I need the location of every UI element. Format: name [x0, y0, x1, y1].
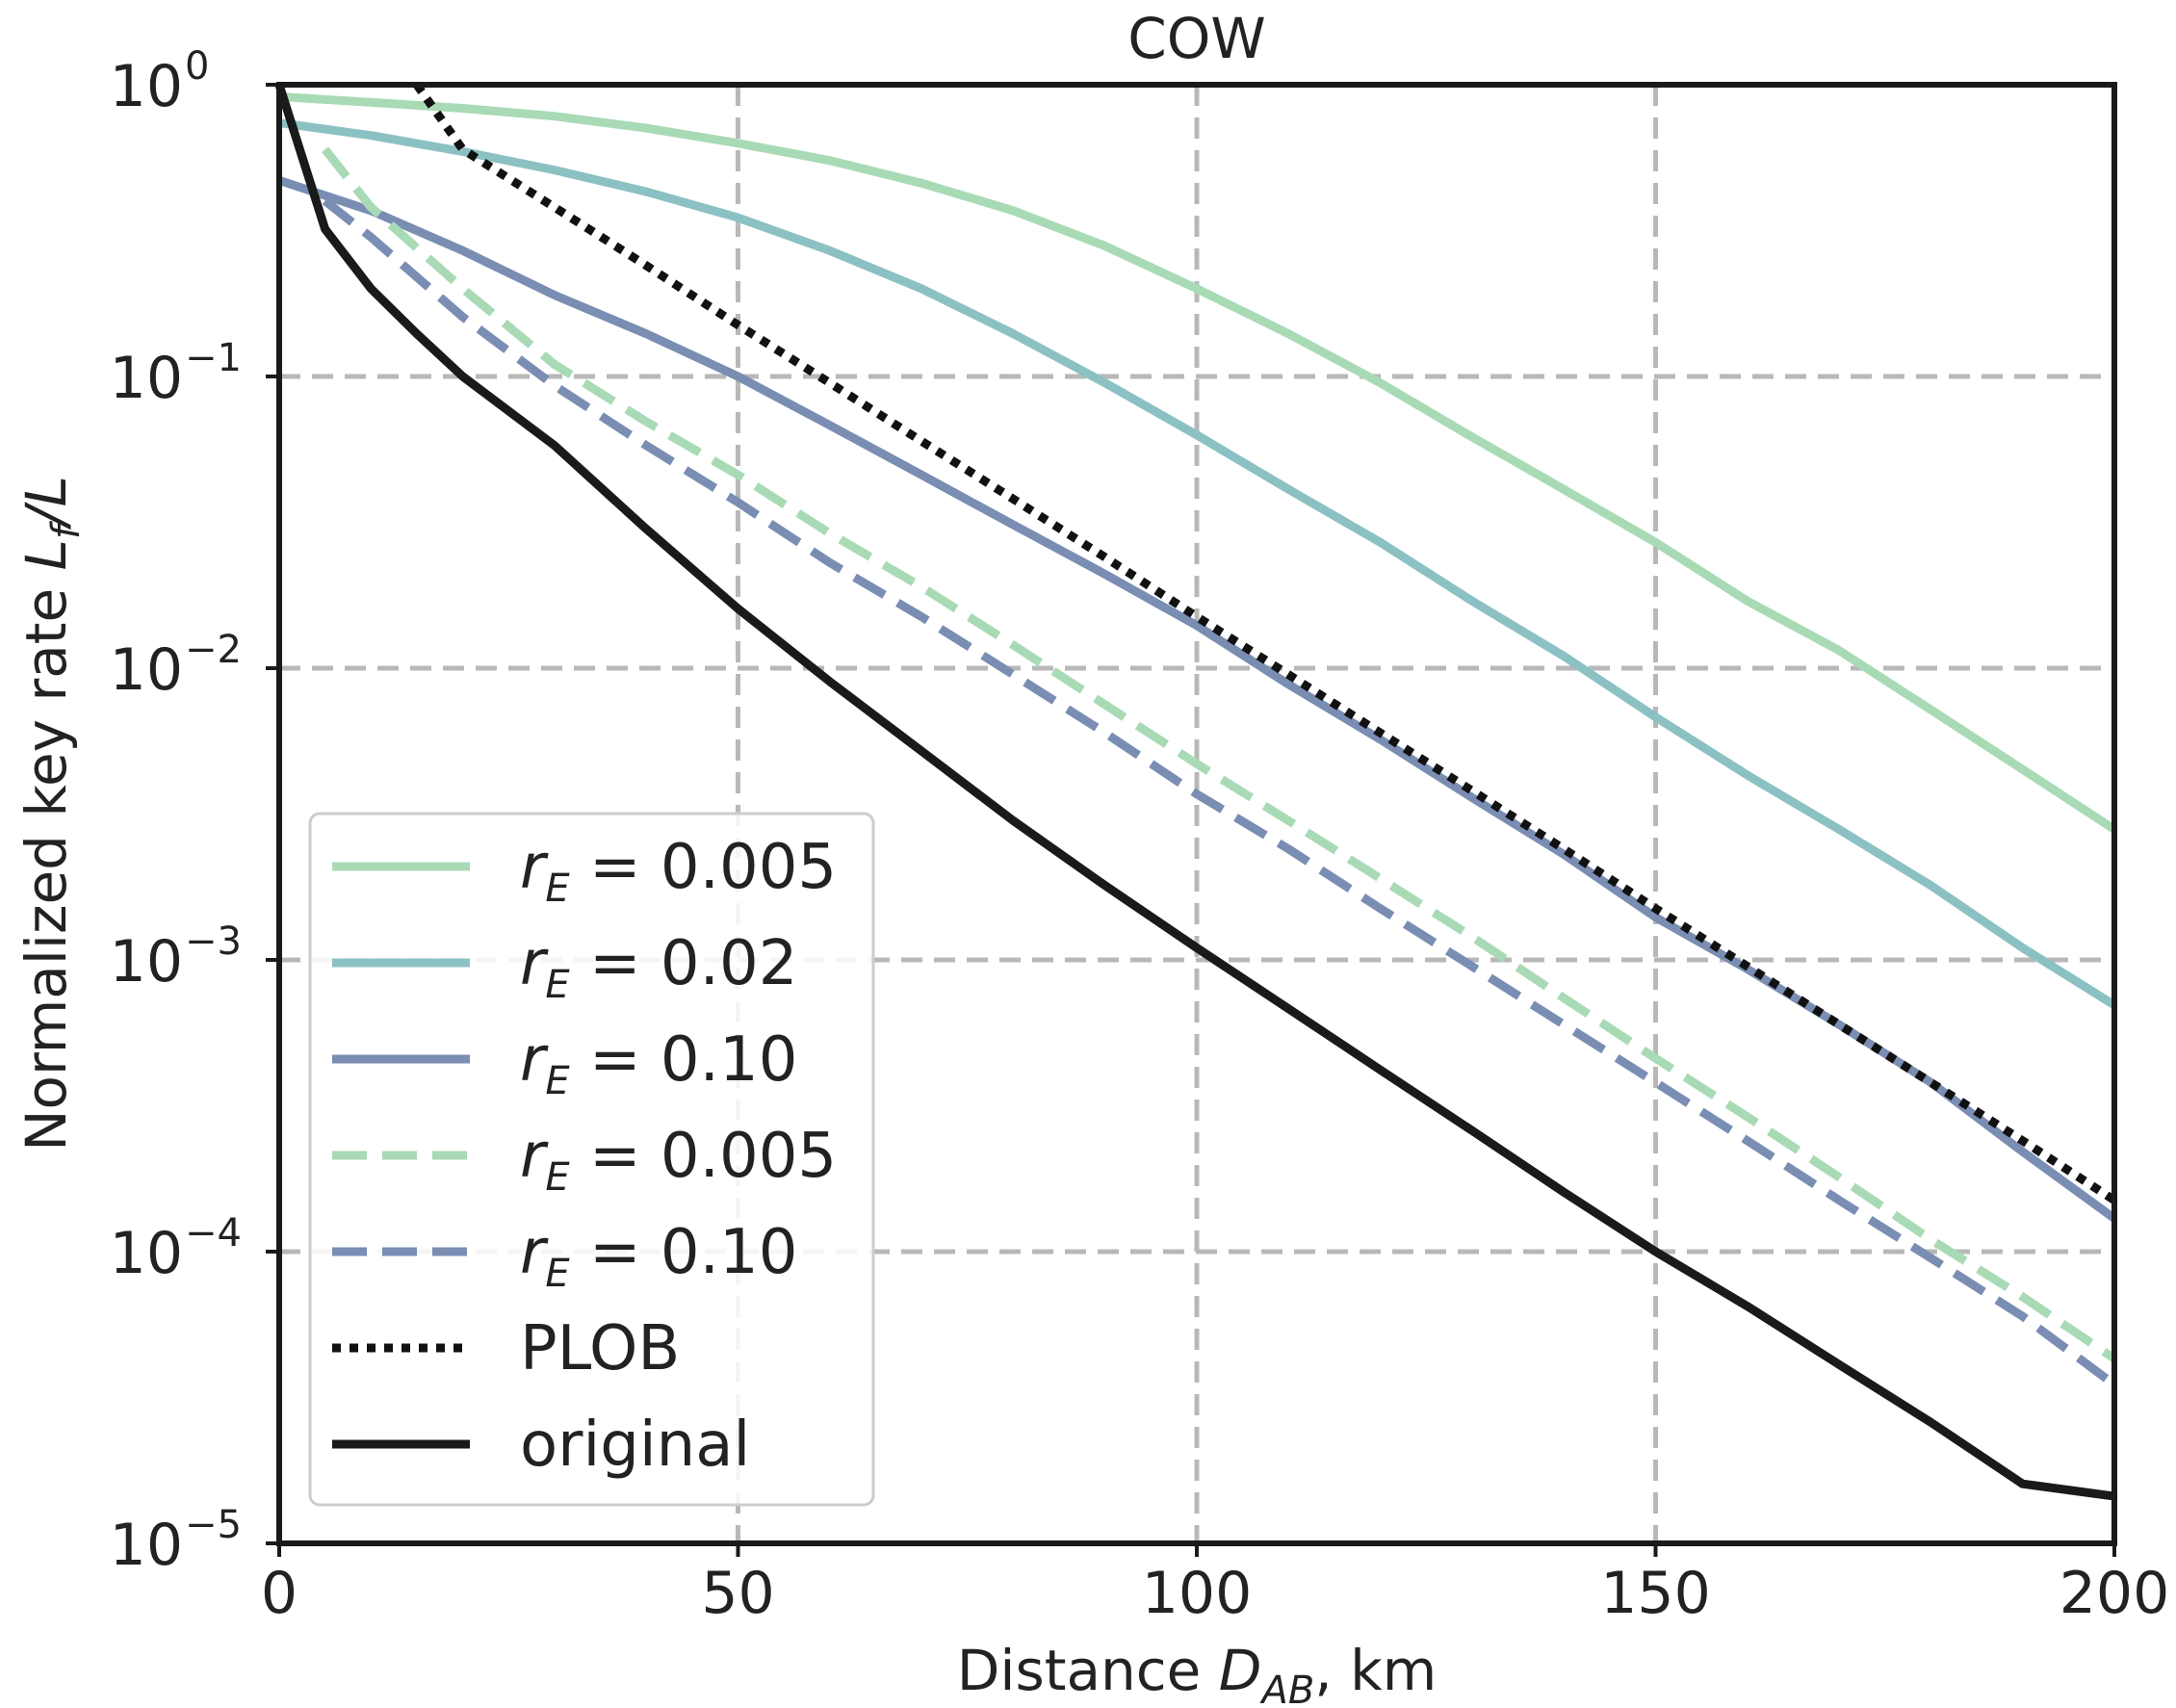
- y-tick-exponent: −3: [185, 919, 242, 964]
- y-tick-exponent: −1: [185, 336, 242, 380]
- y-tick-label: 10: [110, 928, 183, 996]
- legend-label-1: rE = 0.02: [520, 928, 797, 1007]
- x-tick-label: 0: [261, 1560, 298, 1627]
- series-line-5: [413, 82, 2117, 1204]
- x-tick-label: 100: [1142, 1560, 1253, 1627]
- y-axis-label-symbol: L: [13, 539, 79, 570]
- legend-box: [308, 812, 875, 1507]
- x-tick-label: 200: [2059, 1560, 2170, 1627]
- series-line-1: [278, 118, 2117, 1009]
- series-line-6: [274, 83, 2115, 1501]
- y-tick-label: 10: [110, 1512, 183, 1579]
- y-tick-label: 10: [110, 345, 183, 412]
- x-tick-label: 50: [701, 1560, 774, 1627]
- x-axis-label-suffix: , km: [1314, 1638, 1437, 1703]
- y-tick-exponent: −2: [185, 628, 242, 672]
- legend-label-0: rE = 0.005: [520, 832, 837, 911]
- x-axis-ticks: 0 50 100 150 200: [261, 1543, 2169, 1627]
- y-tick-label: 10: [110, 53, 183, 120]
- legend-label-2: rE = 0.10: [520, 1024, 797, 1103]
- y-tick-exponent: −5: [185, 1503, 242, 1547]
- x-axis-label-subscript: AB: [1258, 1669, 1314, 1708]
- series-line-0: [278, 91, 2117, 834]
- legend-label-3: rE = 0.005: [520, 1121, 837, 1200]
- x-axis-label: Distance DAB, km: [957, 1638, 1438, 1708]
- y-axis-label-suffix: /L: [13, 476, 79, 531]
- legend-label-4: rE = 0.10: [520, 1217, 797, 1296]
- y-tick-exponent: 0: [185, 44, 209, 89]
- series-layer: [274, 82, 2117, 1501]
- legend-label-5: PLOB: [520, 1313, 680, 1385]
- y-axis-label: Normalized key rate Lf/L: [13, 476, 89, 1152]
- x-tick-label: 150: [1600, 1560, 1711, 1627]
- chart-title: COW: [1127, 6, 1266, 71]
- x-axis-label-symbol: D: [1219, 1638, 1262, 1703]
- series-line-2: [277, 176, 2117, 1223]
- grid: [279, 85, 2114, 1543]
- y-tick-label: 10: [110, 636, 183, 704]
- x-axis-label-text: Distance: [957, 1638, 1219, 1703]
- series-line-3: [322, 146, 2117, 1362]
- y-tick-exponent: −4: [185, 1211, 242, 1255]
- y-tick-label: 10: [110, 1220, 183, 1287]
- legend: rE = 0.005 rE = 0.02 rE = 0.10 rE = 0.005 rE…: [308, 812, 875, 1507]
- legend-label-6: original: [520, 1410, 750, 1481]
- y-axis-label-text: Normalized key rate: [13, 570, 79, 1152]
- series-line-4: [322, 197, 2117, 1388]
